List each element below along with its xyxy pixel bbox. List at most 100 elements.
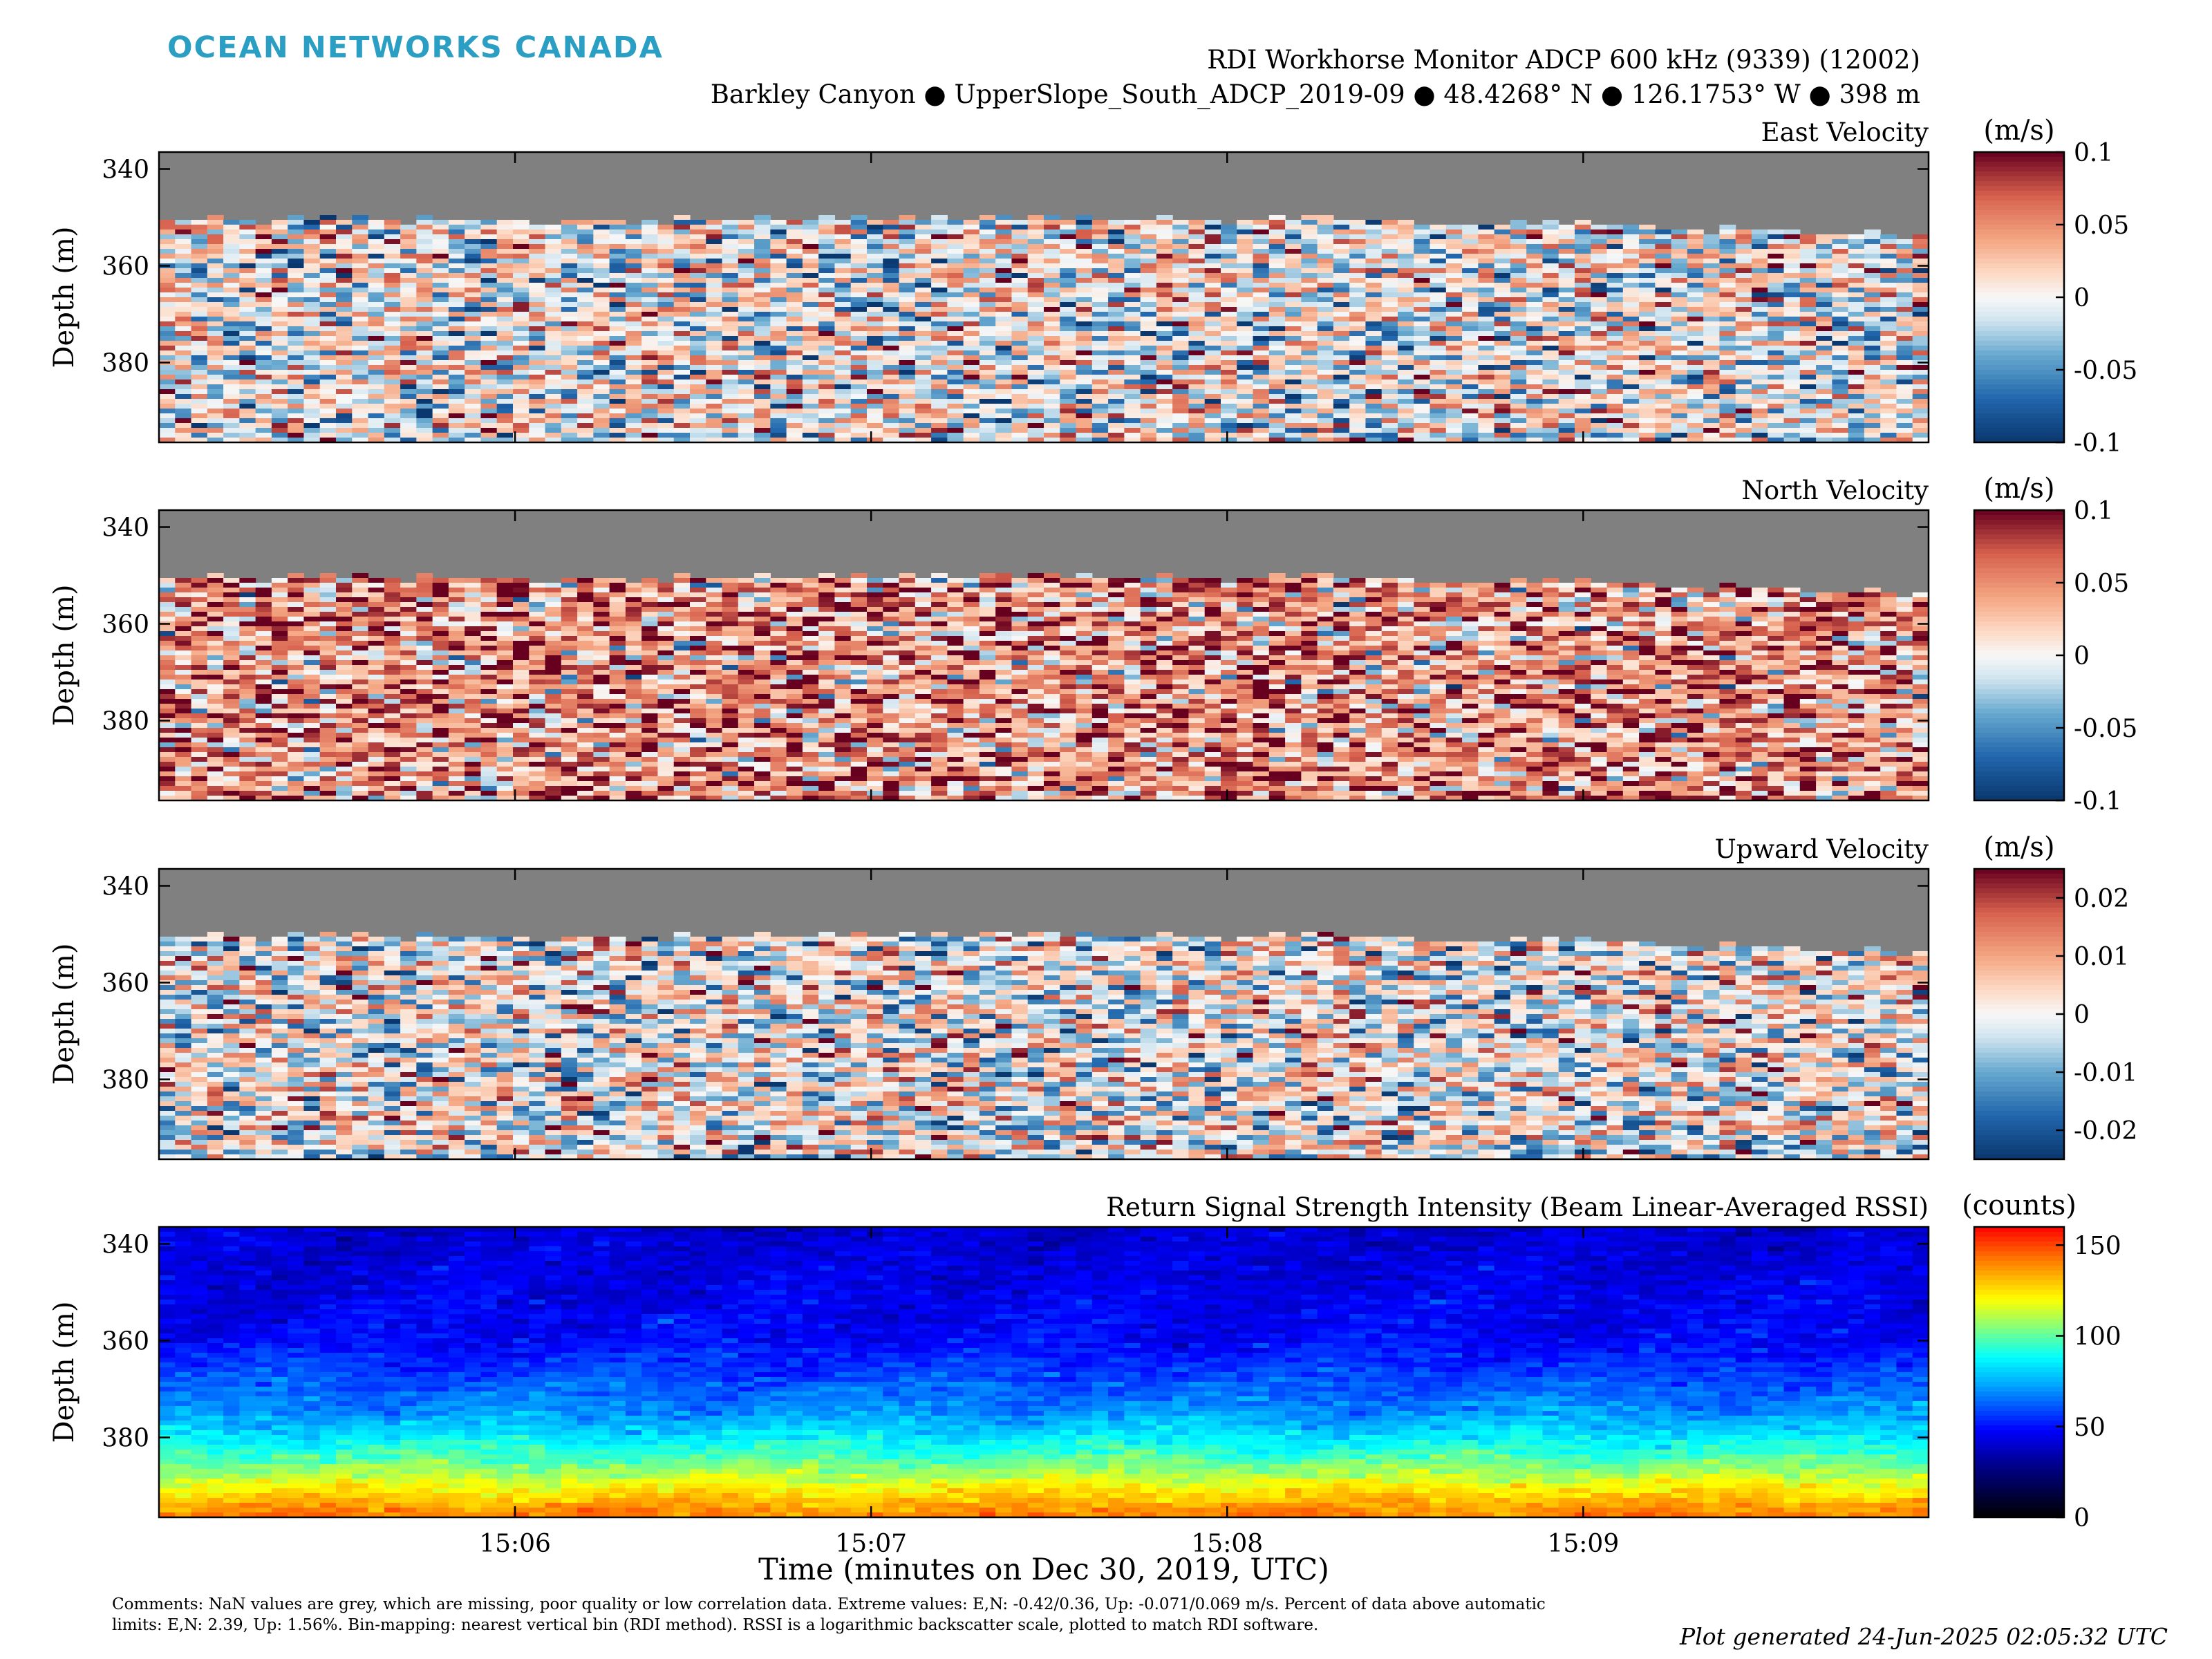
heatmap-cell — [1526, 244, 1544, 250]
heatmap-cell — [1848, 423, 1865, 429]
heatmap-cell — [1687, 239, 1704, 245]
heatmap-cell — [1494, 259, 1511, 264]
heatmap-cell — [673, 215, 691, 221]
heatmap-cell — [191, 360, 208, 366]
heatmap-cell — [432, 375, 449, 380]
heatmap-cell — [1816, 433, 1833, 438]
heatmap-cell — [673, 317, 691, 322]
heatmap-cell — [722, 384, 739, 390]
heatmap-cell — [336, 389, 353, 395]
heatmap-cell — [1221, 389, 1237, 395]
heatmap-cell — [255, 375, 272, 380]
heatmap-cell — [432, 413, 449, 419]
heatmap-cell — [995, 273, 1013, 279]
heatmap-cell — [1575, 394, 1591, 400]
heatmap-cell — [995, 438, 1013, 443]
heatmap-cell — [1011, 326, 1029, 332]
heatmap-cell — [738, 244, 755, 250]
heatmap-cell — [1880, 375, 1897, 380]
heatmap-cell — [625, 375, 642, 380]
heatmap-cell — [1365, 278, 1382, 283]
heatmap-cell — [1606, 292, 1624, 298]
heatmap-cell — [239, 326, 256, 332]
heatmap-cell — [625, 394, 642, 400]
heatmap-cell — [1317, 302, 1334, 308]
heatmap-cell — [786, 404, 803, 409]
heatmap-cell — [722, 389, 739, 395]
heatmap-cell — [1752, 389, 1768, 395]
heatmap-cell — [722, 423, 739, 429]
heatmap-cell — [1655, 370, 1672, 375]
heatmap-cell — [416, 273, 433, 279]
heatmap-cell — [1510, 268, 1527, 274]
heatmap-cell — [448, 273, 465, 279]
heatmap-cell — [1381, 263, 1398, 269]
heatmap-cell — [1044, 239, 1060, 245]
heatmap-cell — [577, 384, 594, 390]
heatmap-cell — [1285, 312, 1302, 317]
heatmap-cell — [1365, 302, 1382, 308]
heatmap-cell — [1253, 423, 1270, 429]
heatmap-cell — [384, 220, 401, 225]
heatmap-cell — [834, 331, 852, 337]
heatmap-cell — [1478, 259, 1495, 264]
heatmap-cell — [1783, 355, 1801, 361]
heatmap-cell — [400, 413, 417, 419]
heatmap-cell — [400, 389, 417, 395]
heatmap-cell — [899, 292, 916, 298]
heatmap-cell — [657, 225, 675, 230]
heatmap-cell — [1880, 307, 1897, 312]
heatmap-cell — [754, 379, 771, 385]
heatmap-cell — [1832, 244, 1849, 250]
heatmap-cell — [545, 302, 562, 308]
heatmap-cell — [1076, 268, 1093, 274]
heatmap-cell — [1880, 409, 1897, 414]
heatmap-cell — [690, 239, 706, 245]
heatmap-cell — [1285, 370, 1302, 375]
heatmap-cell — [1832, 292, 1849, 298]
heatmap-cell — [255, 428, 272, 433]
heatmap-cell — [480, 273, 498, 279]
heatmap-cell — [979, 365, 996, 371]
heatmap-cell — [384, 317, 401, 322]
heatmap-cell — [1912, 249, 1929, 254]
heatmap-cell — [593, 355, 610, 361]
heatmap-cell — [1494, 399, 1511, 404]
heatmap-cell — [1848, 268, 1865, 274]
heatmap-cell — [931, 292, 948, 298]
heatmap-cell — [786, 249, 803, 254]
heatmap-cell — [722, 259, 739, 264]
heatmap-cell — [465, 259, 482, 264]
heatmap-cell — [175, 225, 192, 230]
heatmap-cell — [1783, 288, 1801, 293]
heatmap-cell — [384, 418, 401, 424]
heatmap-cell — [1478, 239, 1495, 245]
heatmap-cell — [963, 404, 980, 409]
heatmap-cell — [1526, 336, 1544, 341]
heatmap-cell — [641, 312, 659, 317]
heatmap-cell — [1671, 321, 1688, 327]
heatmap-cell — [416, 409, 433, 414]
heatmap-cell — [963, 317, 980, 322]
heatmap-cell — [207, 418, 224, 424]
heatmap-cell — [690, 229, 706, 235]
heatmap-cell — [352, 418, 369, 424]
heatmap-cell — [979, 355, 996, 361]
heatmap-cell — [786, 375, 803, 380]
heatmap-cell — [1044, 297, 1060, 303]
heatmap-cell — [1864, 389, 1881, 395]
heatmap-cell — [673, 413, 691, 419]
heatmap-cell — [1430, 307, 1447, 312]
heatmap-cell — [915, 249, 932, 254]
heatmap-cell — [159, 278, 176, 283]
heatmap-cell — [1044, 321, 1060, 327]
heatmap-cell — [255, 336, 272, 341]
heatmap-cell — [915, 365, 932, 371]
heatmap-cell — [915, 263, 932, 269]
heatmap-cell — [1783, 278, 1801, 283]
heatmap-cell — [947, 346, 964, 351]
heatmap-cell — [867, 234, 883, 240]
heatmap-cell — [979, 379, 996, 385]
heatmap-cell — [1414, 438, 1431, 443]
heatmap-cell — [1606, 336, 1624, 341]
